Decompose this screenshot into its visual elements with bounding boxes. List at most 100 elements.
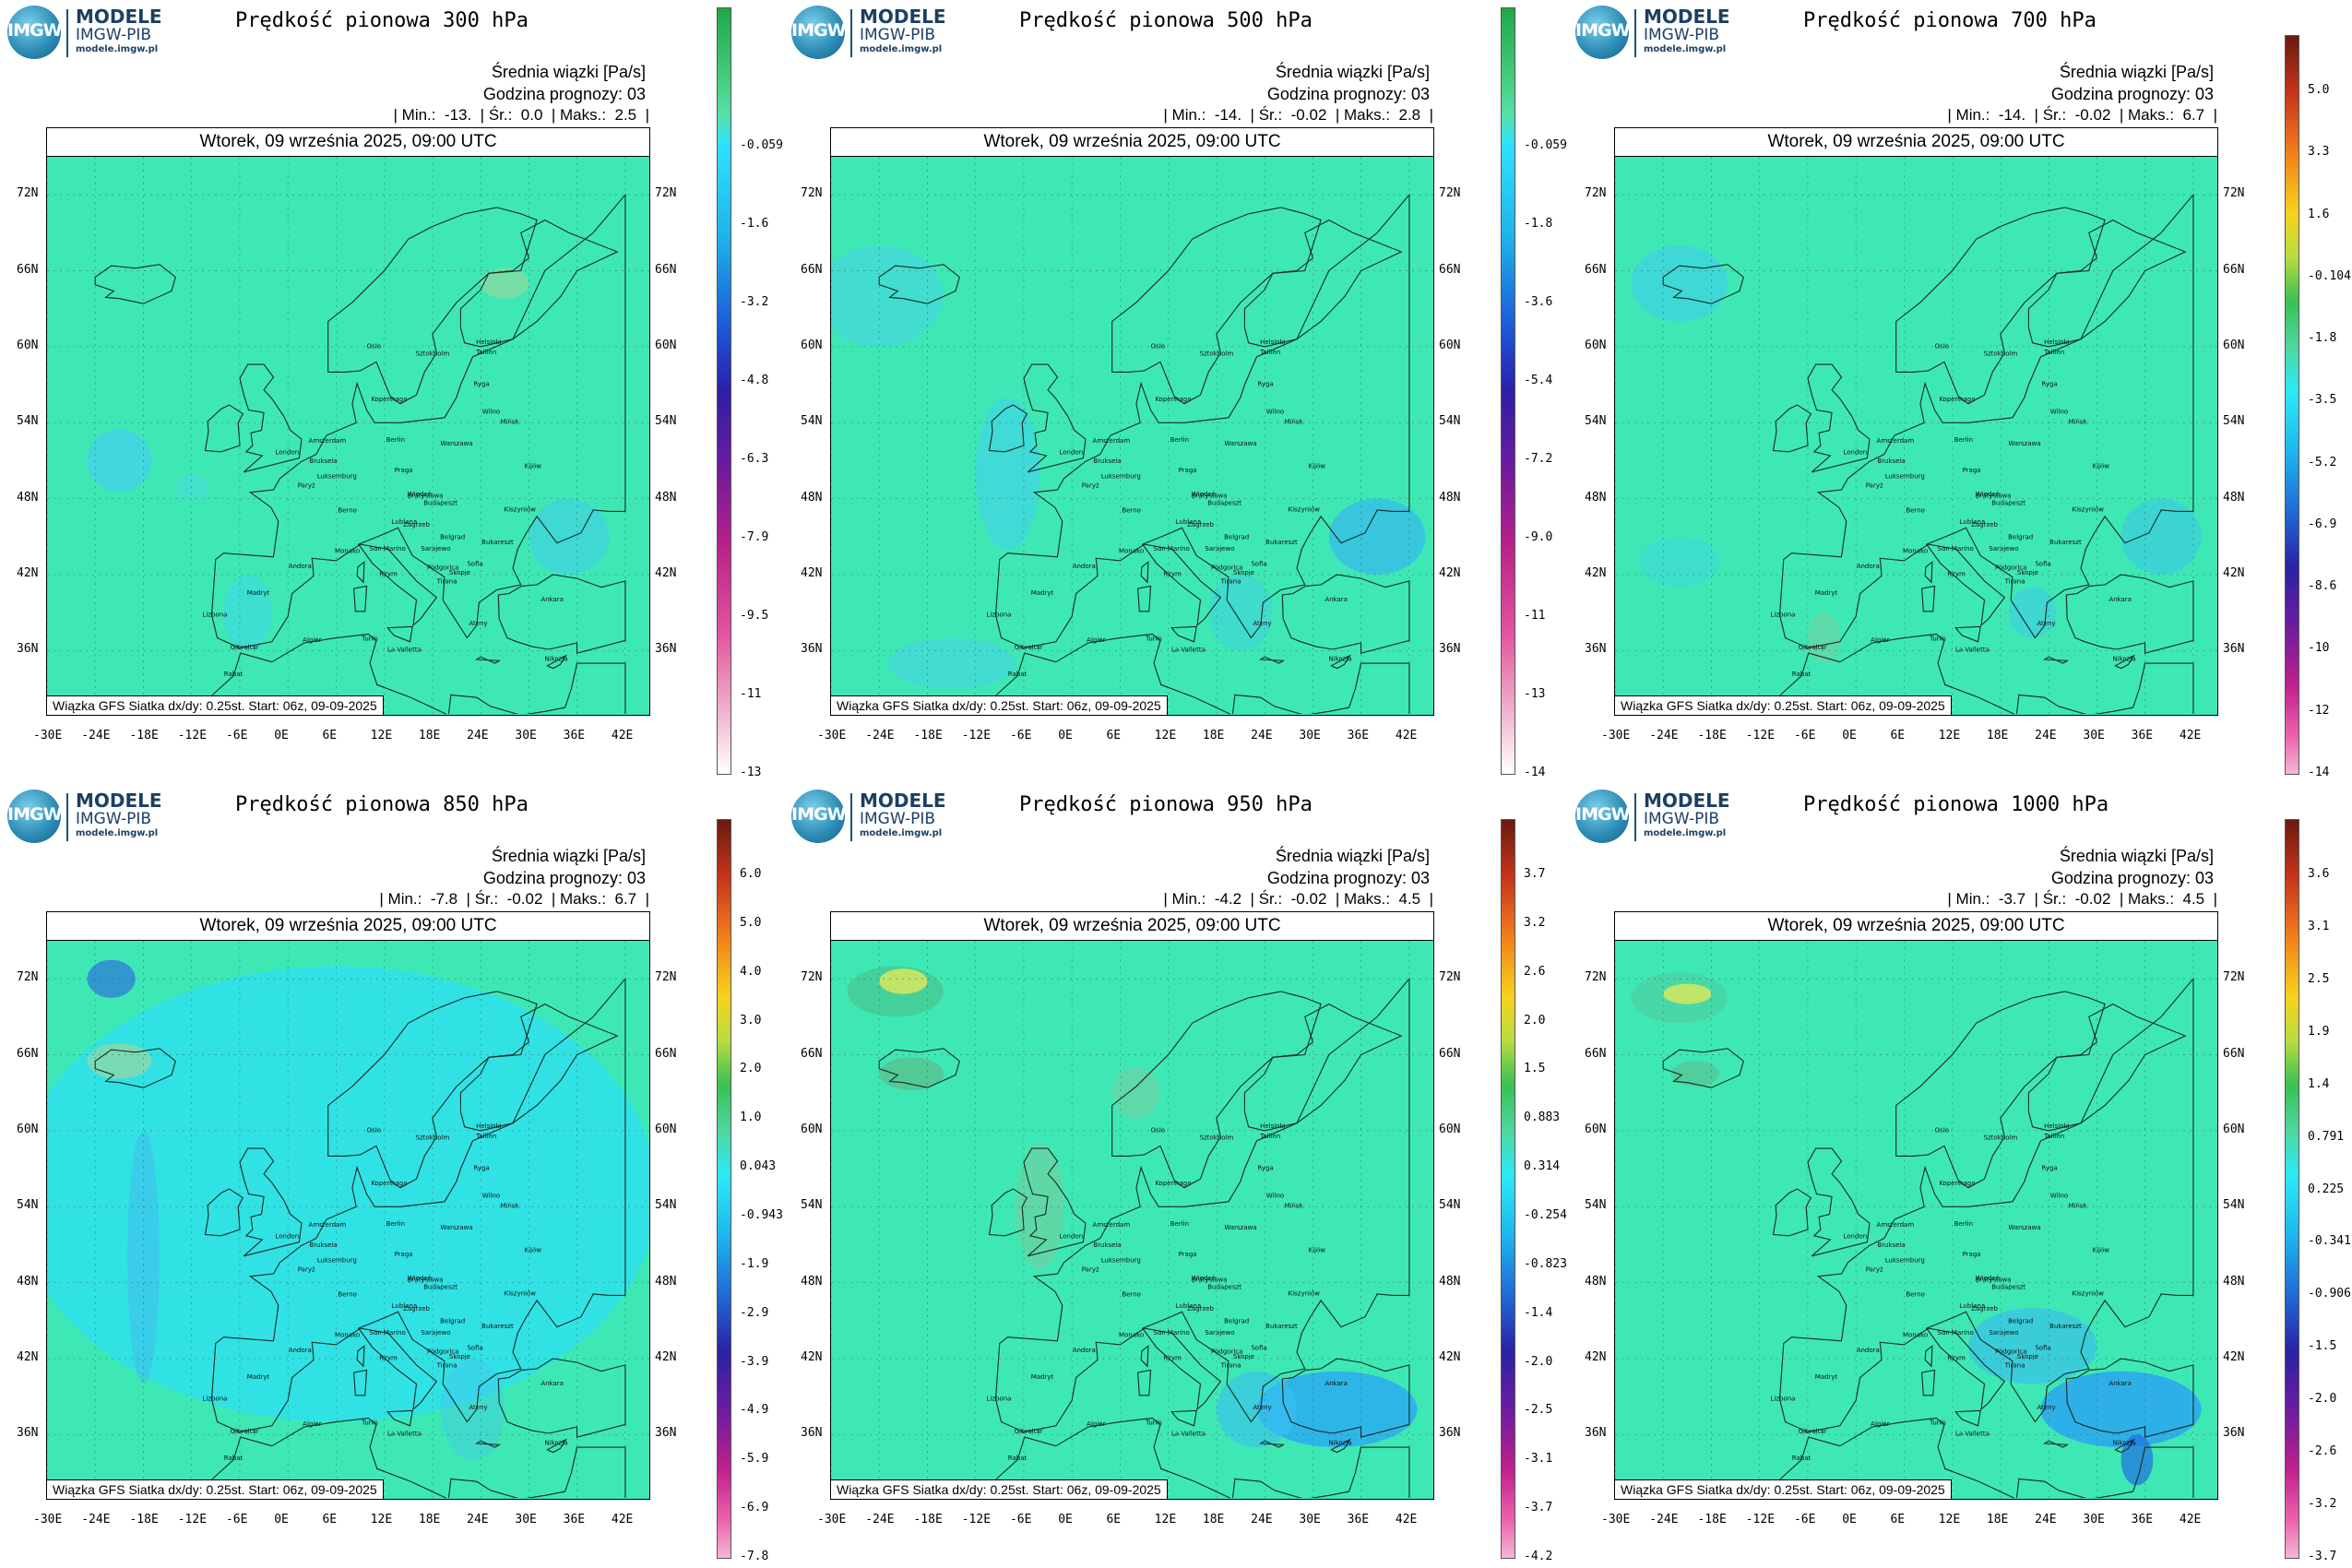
lon-label: 30E (2083, 1513, 2105, 1526)
city-label: Madryt (1815, 589, 1838, 597)
lat-label-left: 60N (1585, 1122, 1607, 1136)
city-label: Budapeszt (1991, 1284, 2025, 1291)
coastline-7 (204, 1188, 244, 1237)
lon-label: -24E (81, 1513, 111, 1526)
coastline-3 (210, 977, 626, 1433)
city-label: Tallinn (2043, 349, 2064, 356)
lat-label-right: 72N (655, 186, 677, 201)
ensemble-mean-label: Średnia wiązki [Pa/s] (2059, 63, 2214, 81)
forecast-hour-label: Godzina prognozy: 03 (2050, 85, 2214, 103)
city-label: Belgrad (2008, 1318, 2033, 1325)
city-label: Tunis (361, 1419, 378, 1426)
valid-date-header: Wtorek, 09 września 2025, 09:00 UTC (1615, 128, 2217, 157)
map-frame: Wtorek, 09 września 2025, 09:00 UTC Oslo S… (830, 127, 1434, 716)
colorbar-tick-label: -1.4 (1524, 1305, 1553, 1320)
logo-line2: IMGW-PIB (76, 810, 152, 828)
city-label: Belgrad (440, 534, 465, 541)
lat-label-left: 60N (801, 1122, 823, 1136)
city-label: Bratysława (408, 492, 444, 499)
coastline-11 (386, 625, 413, 643)
coastline-12 (2043, 1440, 2069, 1448)
city-label: Paryż (298, 481, 315, 489)
coastline-13 (2114, 654, 2136, 670)
logo-badge-text: IMGW (791, 20, 847, 41)
city-label: Skopje (2017, 569, 2038, 576)
field-anomaly-6 (1670, 1061, 1720, 1087)
city-label: Berlin (386, 436, 405, 444)
colorbar-tick-label: 2.0 (740, 1062, 762, 1076)
panel-title: Prędkość pionowa 1000 hPa (1803, 793, 2109, 816)
lat-label-right: 36N (1439, 1426, 1461, 1441)
colorbar-tick-label: -2.0 (2308, 1392, 2337, 1407)
lon-label: 24E (467, 729, 489, 742)
city-label: Rabat (1008, 671, 1028, 678)
coastline-8 (1662, 264, 1744, 304)
lat-label-right: 72N (1439, 186, 1461, 201)
lon-label: 30E (515, 1513, 537, 1526)
map-panel-5: IMGW MODELE IMGW-PIB modele.imgw.pl Prędkość… (784, 784, 1568, 1568)
city-label: Berno (1122, 1291, 1141, 1299)
colorbar-tick-label: 5.0 (2308, 83, 2330, 97)
lat-label-right: 48N (1439, 1274, 1461, 1289)
colorbar-tick-label: -4.9 (740, 1403, 769, 1418)
city-label: Wiedeń (1192, 1275, 1216, 1282)
city-label: Gibraltar (1015, 644, 1043, 651)
stats-line: | Min.: -13. | Śr.: 0.0 | Maks.: 2.5 | (393, 106, 649, 124)
colorbar-tick-label: -13 (1524, 687, 1546, 701)
logo-line1: MODELE (76, 790, 162, 812)
lon-label: -30E (1601, 729, 1631, 742)
city-label: Amsterdam (1093, 1221, 1131, 1229)
field-anomaly-2 (975, 397, 1040, 550)
coastline-8 (94, 264, 176, 304)
city-label: Podgorica (1211, 564, 1242, 572)
colorbar-tick-label: 3.1 (2308, 919, 2330, 933)
map-frame: Wtorek, 09 września 2025, 09:00 UTC Oslo S… (830, 911, 1434, 1500)
coastline-3 (1778, 977, 2194, 1433)
city-label: Kopenhaga (1155, 396, 1191, 403)
city-label: Luksemburg (1101, 1257, 1141, 1265)
coastline-10 (1137, 585, 1152, 612)
city-label: Tirana (2004, 1362, 2025, 1370)
city-label: Algier (303, 1420, 321, 1428)
city-label: Wiedeń (408, 491, 432, 498)
city-label: Bukareszt (481, 1323, 514, 1330)
city-label: Berlin (1170, 1220, 1189, 1228)
colorbar-tick-label: -0.943 (740, 1208, 783, 1222)
city-label: Monako (335, 1332, 360, 1339)
colorbar-tick-label: -0.104 (2308, 268, 2351, 283)
coastline-5 (208, 633, 626, 714)
lon-label: 18E (418, 729, 441, 742)
city-label: Sztokholm (416, 1134, 450, 1142)
colorbar-tick-label: 6.0 (740, 867, 762, 881)
city-label: Ryga (1257, 380, 1273, 387)
lat-label-right: 36N (2223, 1426, 2245, 1441)
ensemble-mean-label: Średnia wiązki [Pa/s] (491, 847, 646, 865)
logo-separator (1634, 9, 1636, 57)
colorbar-tick-label: -12 (2308, 703, 2330, 718)
city-label: Kopenhaga (1155, 1180, 1191, 1187)
coastline-8 (1662, 1048, 1744, 1088)
lat-label-right: 48N (2223, 1274, 2245, 1289)
city-label: Lizbona (202, 611, 227, 618)
lon-label: 24E (1251, 729, 1273, 742)
city-label: Tunis (1145, 635, 1162, 642)
lon-label: -6E (1009, 1513, 1032, 1526)
lon-label: 18E (1202, 729, 1225, 742)
colorbar-tick-label: -6.9 (740, 1501, 769, 1515)
coastline-2 (459, 1003, 619, 1132)
colorbar-tick-label: -2.0 (1524, 1354, 1553, 1369)
field-anomaly-4 (481, 267, 529, 299)
forecast-hour-label: Godzina prognozy: 03 (1266, 869, 1430, 887)
city-label: Paryż (1082, 481, 1099, 489)
city-label: Kijów (2093, 1247, 2110, 1254)
lon-label: 30E (1299, 1513, 1321, 1526)
lat-label-right: 54N (1439, 1198, 1461, 1213)
city-label: Kiszyniów (1289, 505, 1321, 513)
lon-label: 42E (1395, 729, 1418, 742)
colorbar-tick-label: 3.3 (2308, 145, 2330, 160)
logo-separator (1634, 793, 1636, 841)
coastline-3 (994, 193, 1410, 649)
lon-label: -24E (1649, 1513, 1679, 1526)
lat-label-right: 54N (655, 1198, 677, 1213)
city-label: Bukareszt (1265, 539, 1298, 546)
